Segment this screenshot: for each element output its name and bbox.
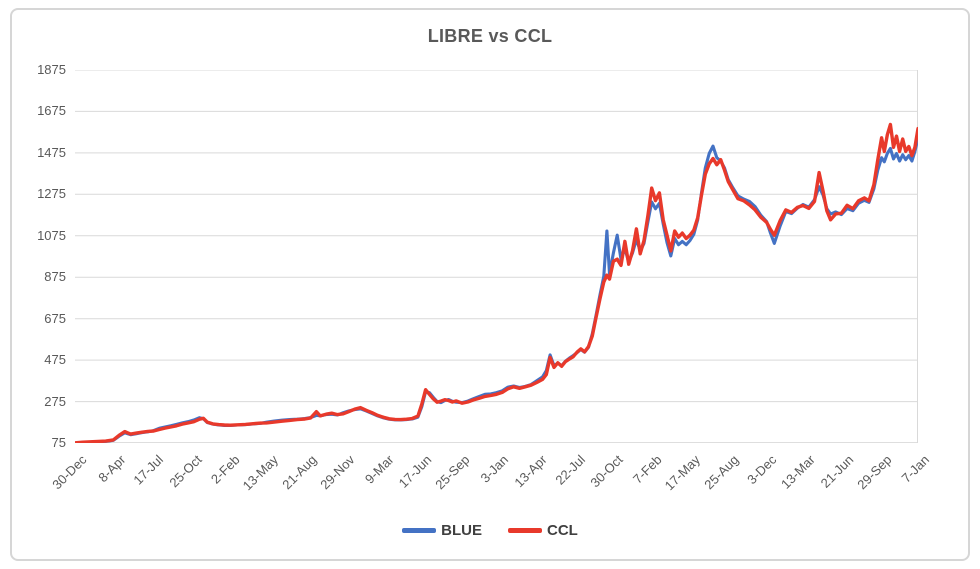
y-tick-label: 675 <box>44 310 66 326</box>
series-line-ccl <box>75 122 918 443</box>
legend-label-ccl: CCL <box>547 522 578 539</box>
y-tick-label: 75 <box>51 435 66 450</box>
legend-label-blue: BLUE <box>441 522 482 539</box>
series-line-blue <box>75 136 918 443</box>
y-tick-label: 1275 <box>37 186 66 202</box>
legend-item-blue: BLUE <box>402 522 482 539</box>
y-tick-label: 1475 <box>37 144 66 160</box>
ccl-line-swatch <box>508 528 542 533</box>
y-tick-label: 475 <box>44 352 66 368</box>
y-tick-label: 275 <box>44 393 66 409</box>
y-tick-label: 1075 <box>37 227 66 243</box>
legend: BLUE CCL <box>0 522 980 539</box>
plot-area <box>75 70 918 443</box>
y-tick-label: 1675 <box>37 103 66 119</box>
chart-frame <box>10 8 970 561</box>
y-tick-label: 875 <box>44 269 66 285</box>
chart-title: LIBRE vs CCL <box>427 26 553 46</box>
legend-item-ccl: CCL <box>508 522 578 539</box>
y-tick-label: 1875 <box>37 62 66 77</box>
blue-line-swatch <box>402 528 437 533</box>
